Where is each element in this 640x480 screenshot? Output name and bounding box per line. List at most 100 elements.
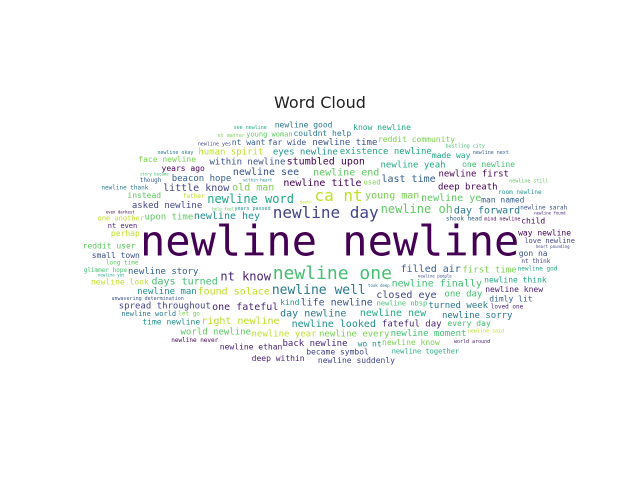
word-99: father: [183, 193, 205, 200]
word-69: nt want: [232, 138, 266, 147]
word-79: deep within: [252, 354, 305, 363]
word-27: right newline: [201, 316, 279, 327]
word-115: world around: [454, 339, 490, 345]
word-113: newline still: [509, 178, 548, 184]
word-20: old man: [232, 183, 274, 194]
word-31: fateful day: [382, 319, 442, 329]
word-26: little know: [163, 183, 230, 194]
word-68: reddit community: [378, 135, 455, 144]
word-4: newline well: [272, 283, 366, 298]
word-43: back newline: [282, 339, 347, 349]
word-56: newline know: [382, 338, 440, 347]
word-82: gon na: [519, 249, 548, 258]
word-119: within heart: [243, 178, 272, 183]
word-64: couldnt help: [293, 129, 351, 138]
word-123: death: [300, 200, 313, 205]
word-65: instead: [127, 191, 161, 200]
word-73: one newline: [462, 160, 515, 169]
word-54: newline think: [484, 276, 547, 285]
word-19: one fateful: [212, 302, 278, 313]
word-112: newline okay: [157, 150, 193, 156]
word-86: love newline: [524, 237, 575, 245]
word-85: newline nbsp: [377, 300, 428, 308]
word-46: newline time: [312, 138, 377, 148]
word-98: nt think: [521, 258, 550, 265]
word-52: newline sorry: [442, 311, 513, 321]
word-41: upon time: [144, 213, 193, 223]
word-117: newline next: [473, 150, 509, 156]
word-78: know newline: [353, 123, 411, 132]
word-81: dimly lit: [489, 295, 533, 304]
word-0: newline newline: [140, 217, 519, 266]
word-84: child: [521, 216, 545, 225]
word-122: heart pounding: [536, 244, 570, 249]
word-33: newline story: [128, 267, 199, 277]
word-7: nt know: [220, 269, 271, 283]
word-108: mind newline: [484, 217, 520, 223]
word-114: see newline: [234, 125, 267, 131]
word-5: newline oh: [381, 202, 453, 216]
word-96: newline never: [171, 337, 218, 344]
word-70: small town: [92, 251, 140, 260]
word-34: within newline: [210, 157, 286, 167]
word-110: newline yes: [198, 142, 231, 148]
word-12: newline title: [283, 178, 361, 189]
word-29: newline ye: [421, 193, 481, 204]
word-35: eyes newline: [273, 148, 338, 158]
word-67: newline ethan: [220, 342, 283, 351]
word-49: newline moment: [391, 329, 467, 339]
word-93: shook head: [446, 216, 483, 223]
word-95: room newline: [498, 189, 542, 196]
word-61: every day: [447, 319, 491, 328]
word-17: newline end: [313, 167, 379, 178]
word-38: asked newline: [132, 201, 202, 211]
word-2: newline day: [273, 203, 379, 222]
word-66: made way: [432, 151, 471, 160]
word-51: human spirit: [198, 148, 263, 158]
word-106: unwavering determination: [112, 296, 184, 302]
word-107: years passed: [234, 206, 270, 212]
word-47: newline man: [137, 287, 197, 297]
word-111: newline said: [468, 328, 504, 334]
word-118: newline people: [418, 273, 452, 278]
word-11: newline hey: [194, 211, 260, 222]
word-14: closed eye: [376, 290, 436, 301]
word-88: newline world: [121, 310, 176, 318]
word-92: used: [364, 179, 381, 187]
word-36: deep breath: [438, 182, 498, 192]
word-53: world newline: [181, 327, 251, 337]
word-1: newline one: [273, 263, 392, 284]
word-3: ca nt: [314, 186, 362, 205]
word-50: spread throughout: [119, 302, 211, 312]
word-90: newline together: [392, 347, 459, 355]
word-126: newline yet: [98, 273, 125, 278]
word-104: let go: [178, 310, 200, 317]
word-116: nt matter: [218, 133, 245, 139]
word-25: days turned: [151, 276, 217, 287]
word-103: loved one: [491, 304, 524, 311]
word-80: face newline: [138, 155, 196, 164]
word-121: story became: [140, 172, 169, 177]
word-8: young man: [365, 190, 419, 201]
word-39: newline year: [251, 329, 317, 339]
word-120: even darkest: [106, 209, 135, 214]
word-15: found solace: [198, 287, 270, 298]
word-37: one day: [444, 290, 483, 300]
word-48: newline first: [439, 169, 509, 179]
word-76: newline good: [275, 120, 333, 129]
word-24: stumbled upon: [287, 157, 365, 168]
word-6: newline word: [207, 192, 294, 206]
word-18: newline new: [360, 308, 427, 319]
word-55: newline knew: [485, 285, 543, 294]
word-57: man named: [481, 196, 525, 205]
word-58: far wide: [268, 138, 307, 147]
word-105: though: [140, 177, 162, 184]
word-22: newline see: [233, 167, 299, 178]
word-40: turned week: [428, 301, 488, 311]
word-23: newline looked: [292, 319, 376, 330]
word-91: nt even: [108, 222, 138, 230]
word-87: one another: [98, 214, 144, 222]
word-62: became symbol: [306, 348, 369, 357]
word-127: newline found: [534, 210, 566, 215]
